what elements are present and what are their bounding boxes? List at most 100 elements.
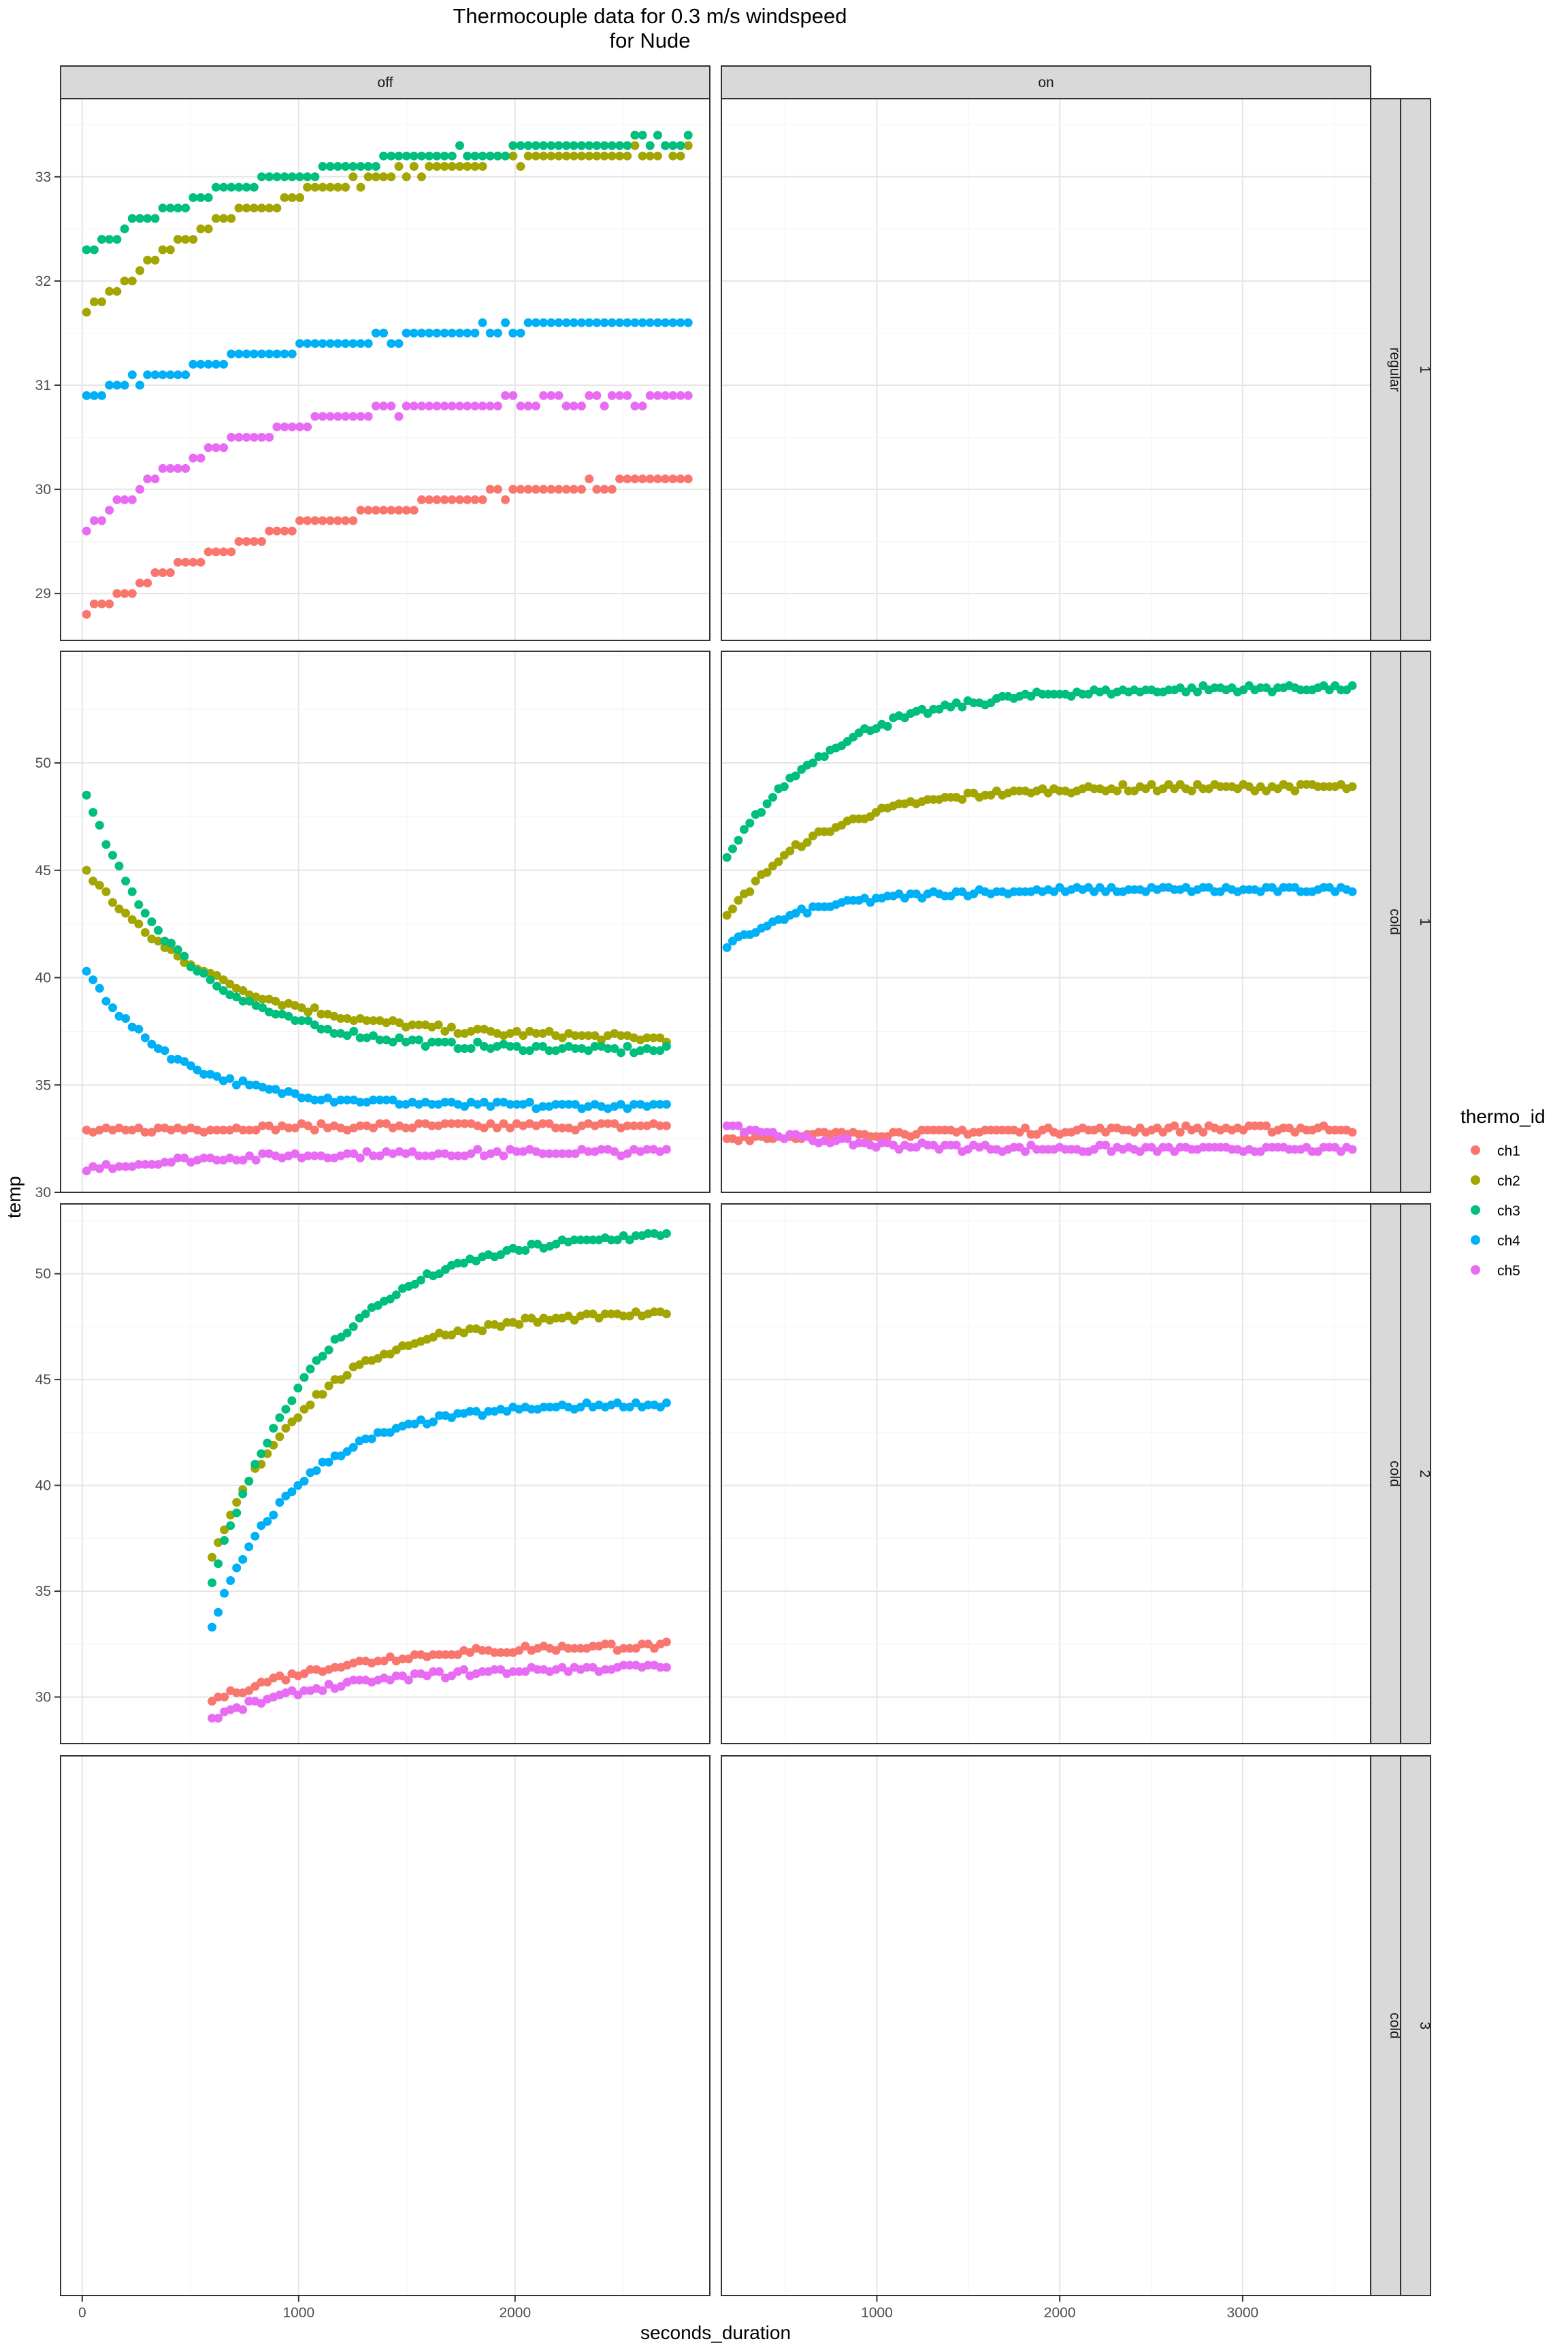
point-ch3 [206,975,215,985]
point-ch4 [645,318,655,327]
point-ch2 [333,182,342,192]
point-ch4 [539,318,549,327]
point-ch2 [802,838,812,847]
point-ch2 [324,1381,333,1390]
point-ch2 [379,172,389,182]
point-ch3 [181,203,191,213]
point-ch3 [416,1275,425,1285]
point-ch1 [234,537,244,546]
y-tick-label: 30 [35,482,51,497]
point-ch2 [570,1316,579,1325]
point-ch4 [193,1065,202,1075]
point-ch1 [318,516,327,525]
point-ch3 [244,1476,254,1486]
strip-background [60,65,710,99]
point-ch4 [310,339,320,348]
point-ch2 [379,1350,389,1359]
point-ch5 [245,1151,255,1160]
point-ch3 [470,151,480,161]
point-ch4 [1348,887,1357,896]
point-ch3 [341,162,350,171]
point-ch1 [238,1126,248,1134]
point-ch3 [342,1328,352,1338]
point-ch5 [291,1149,300,1158]
strip-row-4: cold 3 [1370,1755,1433,2296]
point-ch1 [554,485,564,494]
point-ch4 [263,1517,272,1526]
point-ch2 [1147,780,1156,789]
point-ch1 [134,1123,144,1132]
point-ch3 [762,799,772,808]
point-ch5 [369,1151,378,1160]
point-ch4 [577,318,586,327]
point-ch2 [623,151,632,161]
point-ch3 [606,1235,616,1245]
point-ch5 [160,1158,169,1167]
point-ch3 [101,840,111,849]
point-ch1 [676,474,685,484]
point-ch4 [348,339,358,348]
point-ch4 [355,1098,365,1107]
point-ch3 [630,131,640,140]
point-ch4 [623,1104,632,1113]
point-ch3 [519,1046,528,1056]
point-ch1 [112,589,122,598]
y-tick-label: 29 [35,586,51,602]
point-ch5 [249,433,259,442]
point-ch4 [250,1531,260,1541]
point-ch1 [561,485,571,494]
point-ch5 [623,391,632,400]
point-ch1 [271,1126,280,1134]
point-ch4 [506,1100,515,1109]
point-ch4 [447,328,457,338]
point-ch3 [234,182,244,192]
point-ch5 [310,412,320,421]
point-ch3 [310,172,320,182]
point-ch1 [551,1646,561,1655]
point-ch4 [97,391,106,400]
point-ch1 [432,495,442,504]
point-ch5 [180,1154,189,1162]
point-ch1 [499,1119,508,1128]
point-ch4 [615,318,624,327]
x-axis-title: seconds_duration [640,2322,791,2343]
point-ch5 [516,402,525,411]
point-ch4 [486,1102,495,1111]
point-ch2 [466,1324,475,1333]
point-ch1 [105,599,114,608]
strip-row-3: cold 2 [1370,1203,1433,1744]
point-ch3 [167,938,176,948]
point-ch3 [619,1231,628,1241]
point-ch3 [304,1016,313,1026]
point-ch2 [297,1003,306,1013]
point-ch3 [391,1290,401,1300]
point-ch5 [1348,1145,1357,1154]
point-ch4 [484,1407,493,1416]
point-ch1 [214,1693,223,1702]
point-ch2 [774,857,783,866]
point-ch1 [427,1121,437,1130]
point-ch1 [662,1637,671,1647]
point-ch3 [387,151,396,161]
point-ch1 [280,526,289,536]
point-ch2 [173,951,182,961]
point-ch2 [112,287,122,296]
point-ch4 [325,339,335,348]
point-ch2 [662,1309,671,1319]
point-ch3 [525,1046,534,1056]
point-ch3 [120,224,129,233]
point-ch2 [592,151,602,161]
point-ch4 [427,1100,437,1109]
point-ch2 [181,235,191,244]
point-ch2 [158,245,167,255]
point-ch2 [135,266,144,276]
point-ch4 [212,1072,222,1081]
point-ch1 [440,495,449,504]
point-ch1 [1198,1128,1208,1137]
point-ch3 [455,141,464,150]
point-ch3 [379,151,389,161]
panel-on-row2 [721,651,1371,1193]
legend-swatch [1471,1145,1480,1155]
point-ch1 [514,1646,524,1655]
point-ch2 [249,203,259,213]
